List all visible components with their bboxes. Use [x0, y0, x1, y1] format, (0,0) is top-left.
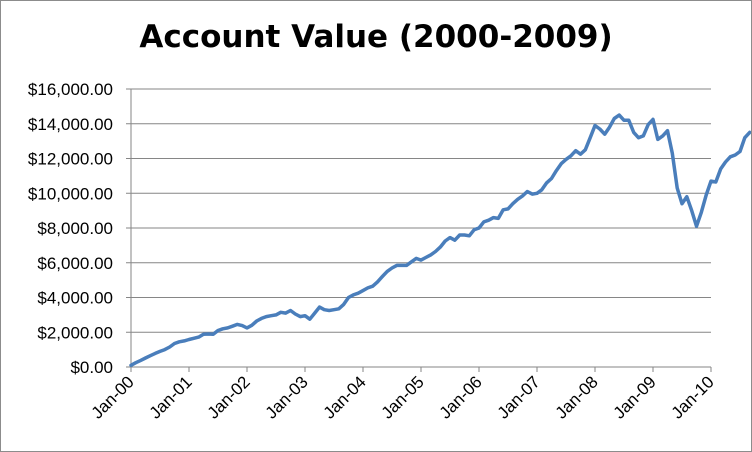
- y-tick-label: $10,000.00: [28, 184, 113, 203]
- x-tick-label: Jan-06: [436, 372, 486, 422]
- y-tick-label: $14,000.00: [28, 115, 113, 134]
- y-tick-label: $0.00: [70, 358, 113, 377]
- x-tick-label: Jan-10: [668, 372, 718, 422]
- y-tick-label: $6,000.00: [37, 254, 113, 273]
- x-tick-label: Jan-09: [610, 372, 660, 422]
- x-tick-label: Jan-02: [204, 372, 254, 422]
- y-axis-tick-labels: $0.00 $2,000.00 $4,000.00 $6,000.00 $8,000.0…: [28, 80, 113, 377]
- x-tick-label: Jan-01: [146, 372, 196, 422]
- x-tick-label: Jan-08: [552, 372, 602, 422]
- y-tick-label: $16,000.00: [28, 80, 113, 99]
- x-tick-label: Jan-05: [378, 372, 428, 422]
- x-tick-label: Jan-07: [494, 372, 544, 422]
- x-tick-label: Jan-04: [320, 372, 370, 422]
- series-layer: [129, 113, 751, 368]
- axes: [126, 88, 712, 372]
- x-axis-tick-labels: Jan-00 Jan-01 Jan-02 Jan-03 Jan-04 Jan-05 Jan-…: [88, 372, 718, 422]
- x-tick-label: Jan-00: [88, 372, 138, 422]
- series-line: [129, 113, 751, 368]
- y-tick-label: $4,000.00: [37, 289, 113, 308]
- y-tick-label: $8,000.00: [37, 219, 113, 238]
- x-tick-label: Jan-03: [262, 372, 312, 422]
- y-tick-label: $12,000.00: [28, 150, 113, 169]
- gridlines: [131, 88, 711, 333]
- chart-title: Account Value (2000-2009): [139, 19, 613, 55]
- y-tick-label: $2,000.00: [37, 323, 113, 342]
